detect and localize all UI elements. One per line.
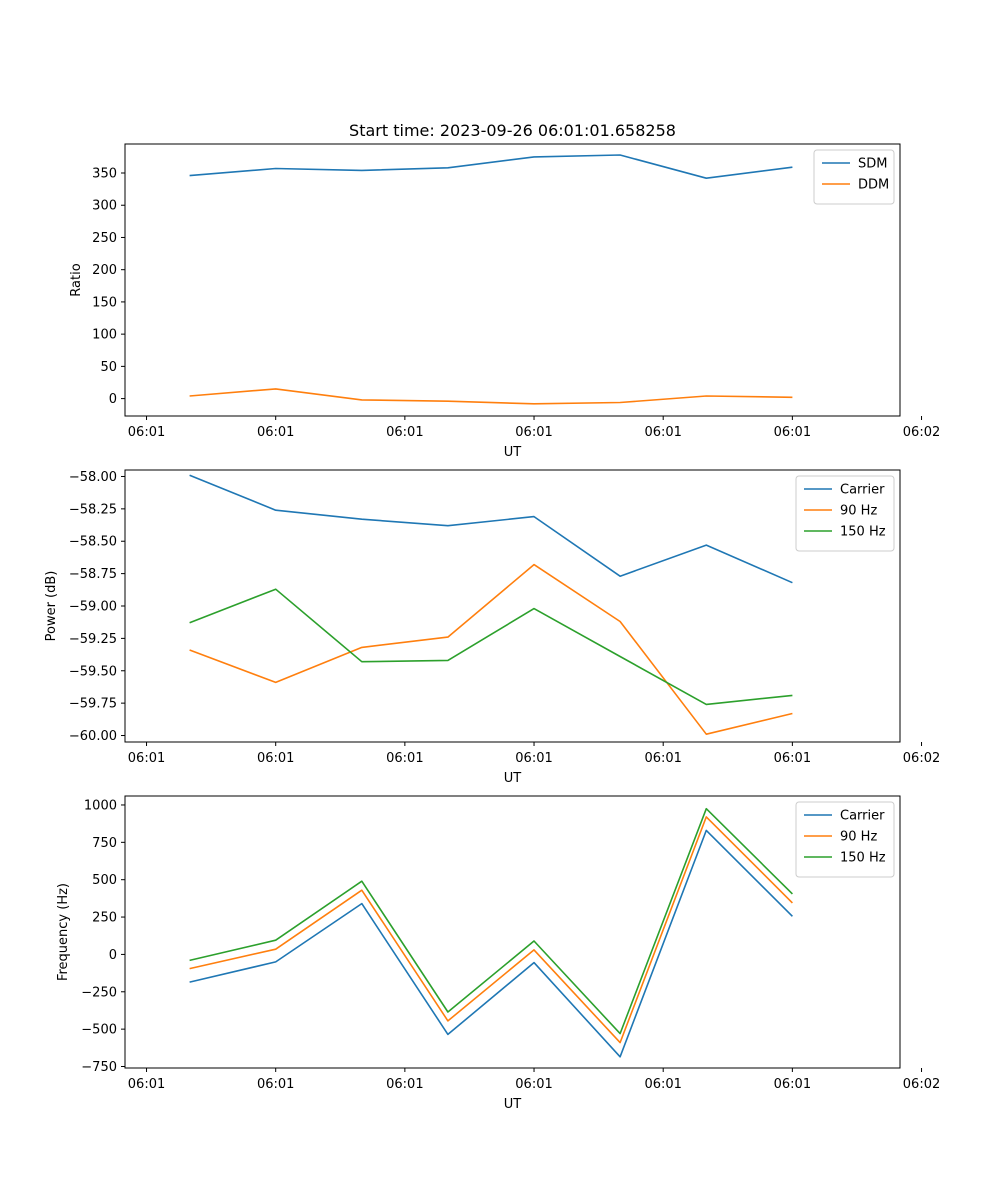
series-line-sdm (189, 154, 793, 179)
legend-label: Carrier (840, 483, 885, 498)
x-tick-label: 06:01 (257, 425, 294, 440)
chart-title: Start time: 2023-09-26 06:01:01.658258 (349, 121, 676, 140)
y-tick-label: −59.25 (69, 632, 117, 647)
y-tick-label: −59.75 (69, 697, 117, 712)
y-tick-label: −59.00 (69, 600, 117, 615)
axes-frame-2 (124, 795, 901, 1069)
axes-frame-1 (124, 469, 901, 743)
x-tick-label: 06:01 (386, 425, 423, 440)
y-tick-label: 250 (92, 911, 117, 926)
x-tick-label: 06:02 (903, 425, 940, 440)
y-tick-label: 0 (109, 948, 117, 963)
x-tick-label: 06:01 (515, 425, 552, 440)
legend-label: 150 Hz (840, 525, 886, 540)
y-tick-label: 100 (92, 328, 117, 343)
y-axis-label: Power (dB) (44, 571, 59, 642)
y-tick-label: 300 (92, 199, 117, 214)
y-tick-label: 0 (109, 392, 117, 407)
y-tick-label: 200 (92, 263, 117, 278)
x-tick-label: 06:01 (515, 751, 552, 766)
legend-label: DDM (858, 178, 889, 193)
y-tick-label: −58.00 (69, 470, 117, 485)
y-tick-label: 500 (92, 873, 117, 888)
y-tick-label: −58.75 (69, 567, 117, 582)
x-tick-label: 06:01 (774, 425, 811, 440)
axes-frame-0 (124, 143, 901, 417)
y-tick-label: 350 (92, 167, 117, 182)
x-axis-label: UT (504, 1097, 522, 1112)
legend-label: 90 Hz (840, 830, 877, 845)
y-tick-label: 150 (92, 295, 117, 310)
series-line-carrier (189, 474, 793, 584)
y-tick-label: 50 (100, 360, 117, 375)
y-tick-label: −58.50 (69, 535, 117, 550)
legend-box (795, 475, 895, 552)
y-tick-label: −250 (81, 985, 117, 1000)
series-line-150-hz (189, 807, 793, 1035)
y-tick-label: −500 (81, 1023, 117, 1038)
series-line-90-hz (189, 563, 793, 736)
series-line-carrier (189, 829, 793, 1058)
x-tick-label: 06:01 (386, 1077, 423, 1092)
y-tick-label: 750 (92, 836, 117, 851)
y-tick-label: 250 (92, 231, 117, 246)
y-tick-label: −59.50 (69, 664, 117, 679)
series-line-150-hz (189, 588, 793, 706)
legend-box (795, 801, 895, 878)
legend-label: 90 Hz (840, 504, 877, 519)
series-line-90-hz (189, 816, 793, 1044)
x-tick-label: 06:01 (774, 751, 811, 766)
x-tick-label: 06:01 (515, 1077, 552, 1092)
y-tick-label: −750 (81, 1060, 117, 1075)
x-tick-label: 06:01 (774, 1077, 811, 1092)
y-tick-label: −60.00 (69, 729, 117, 744)
y-axis-label: Ratio (69, 263, 84, 296)
x-axis-label: UT (504, 771, 522, 786)
x-tick-label: 06:01 (128, 1077, 165, 1092)
x-axis-label: UT (504, 445, 522, 460)
x-tick-label: 06:01 (644, 1077, 681, 1092)
x-tick-label: 06:02 (903, 1077, 940, 1092)
x-tick-label: 06:01 (644, 751, 681, 766)
legend-label: SDM (858, 157, 887, 172)
x-tick-label: 06:01 (386, 751, 423, 766)
x-tick-label: 06:01 (257, 751, 294, 766)
series-line-ddm (189, 388, 793, 405)
legend-label: Carrier (840, 809, 885, 824)
y-axis-label: Frequency (Hz) (56, 883, 71, 981)
legend-label: 150 Hz (840, 851, 886, 866)
x-tick-label: 06:01 (644, 425, 681, 440)
x-tick-label: 06:02 (903, 751, 940, 766)
x-tick-label: 06:01 (128, 751, 165, 766)
x-tick-label: 06:01 (257, 1077, 294, 1092)
y-tick-label: −58.25 (69, 502, 117, 517)
x-tick-label: 06:01 (128, 425, 165, 440)
y-tick-label: 1000 (84, 798, 117, 813)
